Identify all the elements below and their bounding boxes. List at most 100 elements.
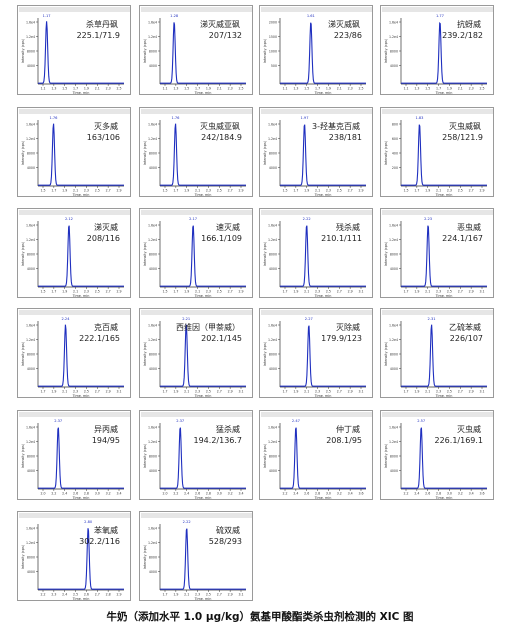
x-tick-label: 2.2 [282, 492, 287, 496]
x-tick-label: 2.3 [206, 189, 211, 193]
y-tick-label: 4000 [27, 267, 35, 271]
x-tick-label: 2.5 [206, 593, 211, 597]
chromatogram-peak-line [160, 225, 246, 287]
x-tick-label: 2.5 [447, 390, 452, 394]
compound-name: 苯氧威 [94, 526, 118, 535]
x-tick-label: 2.8 [315, 492, 320, 496]
x-tick-label: 1.7 [51, 189, 56, 193]
retention-time-label: 2.27 [305, 317, 313, 321]
y-tick-label: 1.2e4 [26, 338, 35, 342]
y-tick-label: 8000 [27, 50, 35, 54]
xic-panel: 1.6e4 1.2e4 8000 4000 Intensity (cps) 1.5 1.7 1… [17, 208, 131, 298]
compound-name: 硫双威 [216, 526, 240, 535]
x-tick-label: 2.5 [73, 593, 78, 597]
y-tick-label: 8000 [27, 152, 35, 156]
x-tick-label: 1.9 [62, 189, 67, 193]
x-tick-label: 2.5 [337, 189, 342, 193]
y-axis-label: Intensity (cps) [384, 443, 388, 468]
retention-time-label: 2.22 [303, 217, 311, 221]
y-axis-label: Intensity (cps) [143, 241, 147, 266]
y-tick-label: 1.6e4 [268, 324, 277, 328]
x-tick-label: 1.7 [403, 290, 408, 294]
y-tick-label: 4000 [149, 469, 157, 473]
x-tick-label: 1.9 [293, 290, 298, 294]
x-tick-label: 2.5 [479, 87, 484, 91]
x-tick-label: 3.4 [469, 492, 474, 496]
chromatogram-peak-line [38, 21, 124, 84]
x-tick-label: 2.7 [458, 390, 463, 394]
x-tick-label: 2.3 [315, 390, 320, 394]
mz-transition: 225.1/71.9 [76, 31, 120, 40]
chromatogram-peak-line [401, 427, 487, 489]
chromatogram-peak-line [280, 325, 366, 387]
x-tick-label: 3.2 [228, 492, 233, 496]
retention-time-label: 1.61 [307, 14, 315, 18]
mz-transition: 238/181 [328, 133, 362, 142]
compound-name: 猛杀威 [216, 425, 240, 434]
x-tick-label: 2.5 [206, 390, 211, 394]
x-tick-label: 2.5 [95, 189, 100, 193]
y-tick-label: 8000 [149, 556, 157, 560]
x-tick-label: 2.1 [436, 189, 441, 193]
y-axis-label: Intensity (cps) [263, 140, 267, 165]
x-tick-label: 2.9 [469, 290, 474, 294]
x-tick-label: 1.7 [51, 290, 56, 294]
x-tick-label: 1.9 [51, 390, 56, 394]
x-tick-label: 2.3 [84, 290, 89, 294]
y-tick-label: 4000 [27, 166, 35, 170]
x-tick-label: 3.4 [116, 492, 121, 496]
x-tick-label: 1.7 [282, 290, 287, 294]
y-tick-label: 1.6e4 [26, 123, 35, 127]
x-tick-label: 1.9 [173, 390, 178, 394]
panel-header-strip [19, 412, 130, 417]
x-tick-label: 1.5 [162, 290, 167, 294]
x-tick-label: 2.5 [326, 290, 331, 294]
compound-name: 西维因（甲萘威） [176, 323, 240, 332]
retention-time-label: 1.83 [415, 116, 423, 120]
x-tick-label: 2.3 [436, 390, 441, 394]
y-tick-label: 1.6e4 [148, 527, 157, 531]
mz-transition: 194/95 [91, 436, 120, 445]
x-tick-label: 3.1 [358, 290, 363, 294]
y-axis-label: Intensity (cps) [263, 241, 267, 266]
y-tick-label: 1.6e4 [389, 426, 398, 430]
y-tick-label: 8000 [149, 455, 157, 459]
chromatogram-peak-line [38, 225, 124, 287]
y-tick-label: 8000 [390, 253, 398, 257]
xic-panel: 1.6e4 1.2e4 8000 4000 Intensity (cps) 2.2 2.3 2… [17, 511, 131, 601]
x-tick-label: 1.9 [184, 290, 189, 294]
y-tick-label: 8000 [390, 455, 398, 459]
x-tick-label: 2.1 [304, 390, 309, 394]
y-tick-label: 8000 [390, 353, 398, 357]
x-tick-label: 3.6 [479, 492, 484, 496]
x-tick-label: 1.1 [40, 87, 45, 91]
x-tick-label: 2.7 [228, 189, 233, 193]
xic-panel: 1.6e4 1.2e4 8000 4000 Intensity (cps) 1.5 1.7 1… [259, 107, 373, 197]
x-axis-label: Time, min [314, 193, 332, 197]
x-tick-label: 2.0 [162, 492, 167, 496]
y-tick-label: 1.6e4 [148, 324, 157, 328]
retention-time-label: 2.17 [189, 217, 197, 221]
y-tick-label: 600 [392, 137, 398, 141]
x-tick-label: 2.7 [337, 290, 342, 294]
mz-transition: 222.1/165 [79, 334, 120, 343]
x-tick-label: 2.7 [348, 189, 353, 193]
xic-panel: 1.6e4 1.2e4 8000 4000 Intensity (cps) 1.7 1.9 2… [259, 208, 373, 298]
x-axis-label: Time, min [314, 394, 332, 398]
retention-time-label: 2.23 [424, 217, 432, 221]
x-tick-label: 1.9 [62, 290, 67, 294]
x-tick-label: 2.9 [228, 593, 233, 597]
x-tick-label: 2.7 [228, 290, 233, 294]
x-tick-label: 1.7 [162, 390, 167, 394]
x-axis-label: Time, min [72, 597, 90, 601]
panel-header-strip [261, 412, 372, 417]
retention-time-label: 2.37 [54, 419, 62, 423]
mz-transition: 223/86 [333, 31, 362, 40]
x-tick-label: 2.7 [106, 290, 111, 294]
chromatogram-peak-line [401, 21, 487, 84]
x-tick-label: 3.2 [106, 492, 111, 496]
x-tick-label: 2.1 [217, 87, 222, 91]
mz-transition: 239.2/182 [442, 31, 483, 40]
